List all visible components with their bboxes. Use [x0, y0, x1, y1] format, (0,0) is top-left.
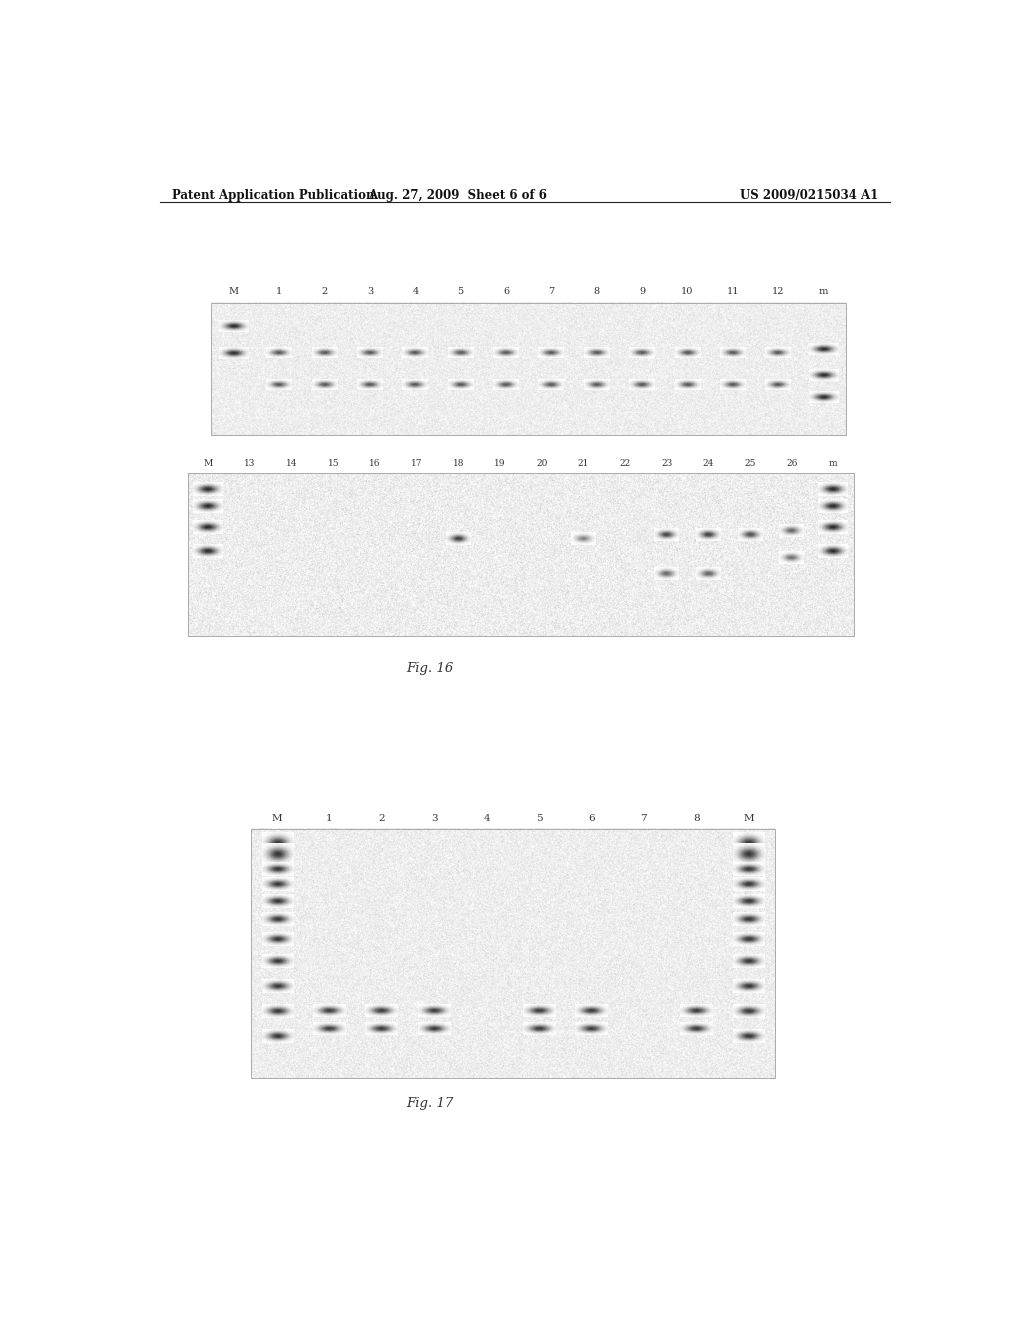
Text: 17: 17 — [411, 459, 423, 469]
Text: Patent Application Publication: Patent Application Publication — [172, 189, 374, 202]
Text: 3: 3 — [367, 286, 373, 296]
Text: 24: 24 — [702, 459, 714, 469]
Text: 16: 16 — [370, 459, 381, 469]
Text: 11: 11 — [727, 286, 739, 296]
Text: 8: 8 — [594, 286, 600, 296]
Text: 8: 8 — [693, 814, 699, 824]
Text: 5: 5 — [536, 814, 543, 824]
Text: US 2009/0215034 A1: US 2009/0215034 A1 — [739, 189, 878, 202]
Text: Fig. 16: Fig. 16 — [406, 661, 454, 675]
Text: 19: 19 — [495, 459, 506, 469]
Text: m: m — [829, 459, 838, 469]
Text: 6: 6 — [503, 286, 509, 296]
Text: 9: 9 — [639, 286, 645, 296]
Text: M: M — [229, 286, 239, 296]
Text: 7: 7 — [641, 814, 647, 824]
Text: M: M — [272, 814, 283, 824]
Text: 7: 7 — [548, 286, 555, 296]
Text: M: M — [743, 814, 754, 824]
Text: 14: 14 — [286, 459, 297, 469]
Text: 1: 1 — [327, 814, 333, 824]
Text: 26: 26 — [786, 459, 798, 469]
Text: 20: 20 — [536, 459, 548, 469]
Text: 2: 2 — [379, 814, 385, 824]
Text: 5: 5 — [458, 286, 464, 296]
Text: 23: 23 — [662, 459, 673, 469]
Bar — [211, 302, 846, 434]
Text: 2: 2 — [322, 286, 328, 296]
Text: 4: 4 — [483, 814, 490, 824]
Text: Fig. 17: Fig. 17 — [406, 1097, 454, 1110]
Text: 21: 21 — [578, 459, 589, 469]
Text: 12: 12 — [772, 286, 784, 296]
Text: 4: 4 — [413, 286, 419, 296]
Bar — [251, 829, 775, 1078]
Text: Aug. 27, 2009  Sheet 6 of 6: Aug. 27, 2009 Sheet 6 of 6 — [368, 189, 547, 202]
Text: 6: 6 — [588, 814, 595, 824]
Text: 3: 3 — [431, 814, 437, 824]
Text: 13: 13 — [245, 459, 256, 469]
Text: M: M — [204, 459, 213, 469]
Text: 15: 15 — [328, 459, 339, 469]
Text: 25: 25 — [744, 459, 756, 469]
Bar — [187, 474, 854, 636]
Text: 22: 22 — [620, 459, 631, 469]
Text: 10: 10 — [681, 286, 693, 296]
Text: m: m — [819, 286, 828, 296]
Text: 1: 1 — [276, 286, 283, 296]
Text: 18: 18 — [453, 459, 464, 469]
